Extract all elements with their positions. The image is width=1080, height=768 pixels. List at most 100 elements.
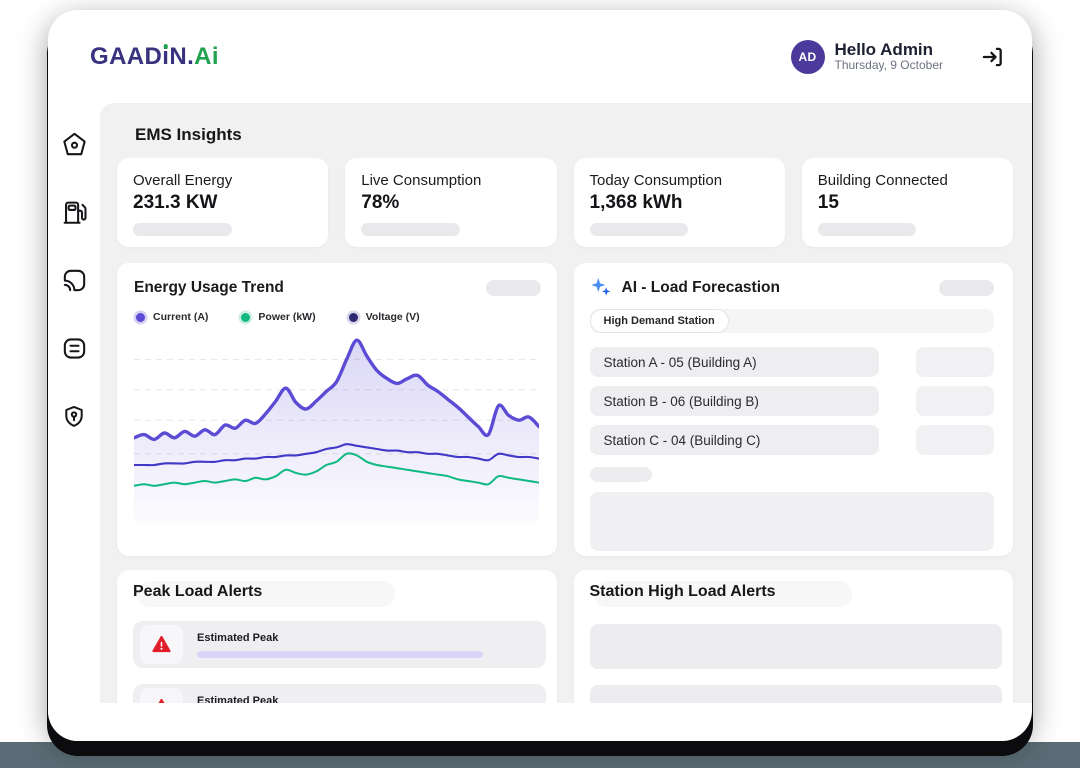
- peak-alerts-title-wrap: Peak Load Alerts: [133, 581, 546, 607]
- stat-value: 15: [817, 192, 839, 213]
- logo-letter-i: i: [162, 42, 170, 70]
- stat-value: 78%: [361, 192, 400, 213]
- alert-texts: Estimated Peak: [197, 695, 483, 704]
- ai-sparkles-icon: [590, 278, 610, 296]
- stat-value: 231.3 KW: [133, 192, 218, 213]
- skeleton-title-pill: [137, 581, 395, 607]
- legend-label: Current (A): [153, 311, 209, 323]
- high-demand-station-chip[interactable]: High Demand Station: [589, 309, 729, 333]
- station-alerts-title: Station High Load Alerts: [589, 583, 776, 600]
- station-row: Station A - 05 (Building A): [589, 347, 994, 377]
- skeleton-side-block: [916, 347, 994, 377]
- cast-icon: [63, 269, 85, 292]
- alert-icon-tile: [140, 688, 183, 703]
- sidebar-item-cast[interactable]: [59, 265, 90, 296]
- forecast-card-header: AI - Load Forecastion: [590, 276, 994, 300]
- skeleton-pill: [485, 280, 541, 296]
- skeleton-title-pill: [593, 581, 852, 607]
- stat-value: 1,368 kWh: [589, 192, 683, 213]
- sidebar-item-home[interactable]: [59, 129, 90, 160]
- station-list-item[interactable]: Station C - 04 (Building C): [589, 425, 879, 455]
- skeleton-block: [589, 624, 1002, 669]
- skeleton-pill: [817, 223, 917, 236]
- logo-text-primary-2: N.: [169, 42, 195, 70]
- ev-charger-icon: [63, 201, 87, 224]
- sidebar-item-reports[interactable]: [59, 333, 90, 364]
- page-title: EMS Insights: [135, 125, 242, 144]
- warning-triangle-icon: [152, 635, 171, 653]
- stat-label: Building Connected: [817, 172, 948, 189]
- station-list-item[interactable]: Station B - 06 (Building B): [589, 386, 879, 416]
- app-body: EMS Insights Overall Energy 231.3 KW Liv…: [48, 103, 1032, 741]
- bottom-background-strip: [0, 742, 1080, 768]
- station-high-load-alerts-card: Station High Load Alerts: [573, 570, 1013, 703]
- legend-item-current[interactable]: Current (A): [136, 311, 208, 323]
- avatar[interactable]: AD: [790, 39, 825, 74]
- stat-card-building-connected: Building Connected 15: [801, 158, 1013, 247]
- app-header: GAAD i N. Ai AD Hello Admin Thursday, 9 Oct…: [48, 10, 1032, 103]
- home-icon: [62, 132, 86, 156]
- peak-alert-item: Estimated Peak: [133, 621, 546, 668]
- energy-trend-chart: [134, 338, 539, 523]
- alert-label: Estimated Peak: [197, 694, 279, 704]
- sidebar-item-charging[interactable]: [59, 197, 90, 228]
- stat-card-today-consumption: Today Consumption 1,368 kWh: [573, 158, 785, 247]
- legend-item-voltage[interactable]: Voltage (V): [348, 311, 420, 323]
- skeleton-pill: [133, 223, 232, 236]
- ai-load-forecast-card: AI - Load Forecastion High Demand Statio…: [573, 263, 1013, 556]
- logout-button[interactable]: [979, 44, 1005, 70]
- skeleton-pill: [361, 223, 460, 236]
- chart-area: [134, 331, 541, 527]
- alert-label: Estimated Peak: [197, 631, 279, 644]
- alert-texts: Estimated Peak: [197, 632, 483, 658]
- chart-legend: Current (A) Power (kW) Voltage (V): [136, 311, 541, 323]
- skeleton-block: [589, 492, 994, 551]
- skeleton-pill: [589, 223, 689, 236]
- panels-row: Energy Usage Trend Current (A) Power (kW…: [117, 263, 1013, 556]
- stat-label: Live Consumption: [361, 172, 482, 189]
- legend-item-power[interactable]: Power (kW): [241, 311, 316, 323]
- stats-row: Overall Energy 231.3 KW Live Consumption…: [117, 158, 1013, 247]
- sidebar-item-security[interactable]: [59, 401, 90, 432]
- legend-label: Voltage (V): [365, 311, 420, 323]
- legend-label: Power (kW): [258, 311, 316, 323]
- forecast-title: AI - Load Forecastion: [621, 279, 780, 296]
- station-row: Station B - 06 (Building B): [589, 386, 994, 416]
- alerts-row: Peak Load Alerts Estim: [117, 570, 1013, 703]
- station-alerts-title-wrap: Station High Load Alerts: [589, 581, 1003, 607]
- brand-logo[interactable]: GAAD i N. Ai: [90, 43, 219, 71]
- skeleton-block: [589, 685, 1002, 703]
- legend-dot-voltage: [348, 312, 358, 322]
- skeleton-side-block: [916, 425, 994, 455]
- station-list-item[interactable]: Station A - 05 (Building A): [589, 347, 879, 377]
- peak-alert-item: Estimated Peak: [133, 684, 546, 703]
- chart-card-header: Energy Usage Trend: [134, 279, 541, 297]
- peak-load-alerts-card: Peak Load Alerts Estim: [117, 570, 557, 703]
- app-window: GAAD i N. Ai AD Hello Admin Thursday, 9 Oct…: [48, 10, 1032, 741]
- legend-dot-power: [241, 312, 251, 322]
- logout-icon: [982, 47, 1002, 66]
- warning-triangle-icon: [158, 698, 165, 703]
- sidebar-nav: [48, 103, 100, 741]
- user-block: Hello Admin Thursday, 9 October: [835, 40, 944, 73]
- skeleton-side-block: [916, 386, 994, 416]
- stat-label: Today Consumption: [589, 172, 723, 189]
- forecast-filter-bar: High Demand Station: [589, 309, 994, 333]
- stat-card-overall-energy: Overall Energy 231.3 KW: [117, 158, 329, 247]
- chart-title: Energy Usage Trend: [134, 279, 284, 296]
- stat-label: Overall Energy: [133, 172, 233, 189]
- legend-dot-current: [136, 312, 145, 322]
- main-content: EMS Insights Overall Energy 231.3 KW Liv…: [100, 103, 1032, 703]
- skeleton-pill: [939, 280, 994, 296]
- skeleton-pill: [589, 467, 652, 482]
- security-shield-icon: [65, 405, 83, 427]
- skeleton-alert-bar: [197, 650, 483, 658]
- checklist-icon: [63, 338, 85, 359]
- logo-text-accent: Ai: [194, 42, 219, 70]
- logo-text-primary: GAAD: [90, 42, 163, 70]
- stat-card-live-consumption: Live Consumption 78%: [345, 158, 557, 247]
- date-text: Thursday, 9 October: [834, 58, 944, 73]
- greeting-text: Hello Admin: [834, 39, 934, 59]
- energy-usage-trend-card: Energy Usage Trend Current (A) Power (kW…: [117, 263, 557, 556]
